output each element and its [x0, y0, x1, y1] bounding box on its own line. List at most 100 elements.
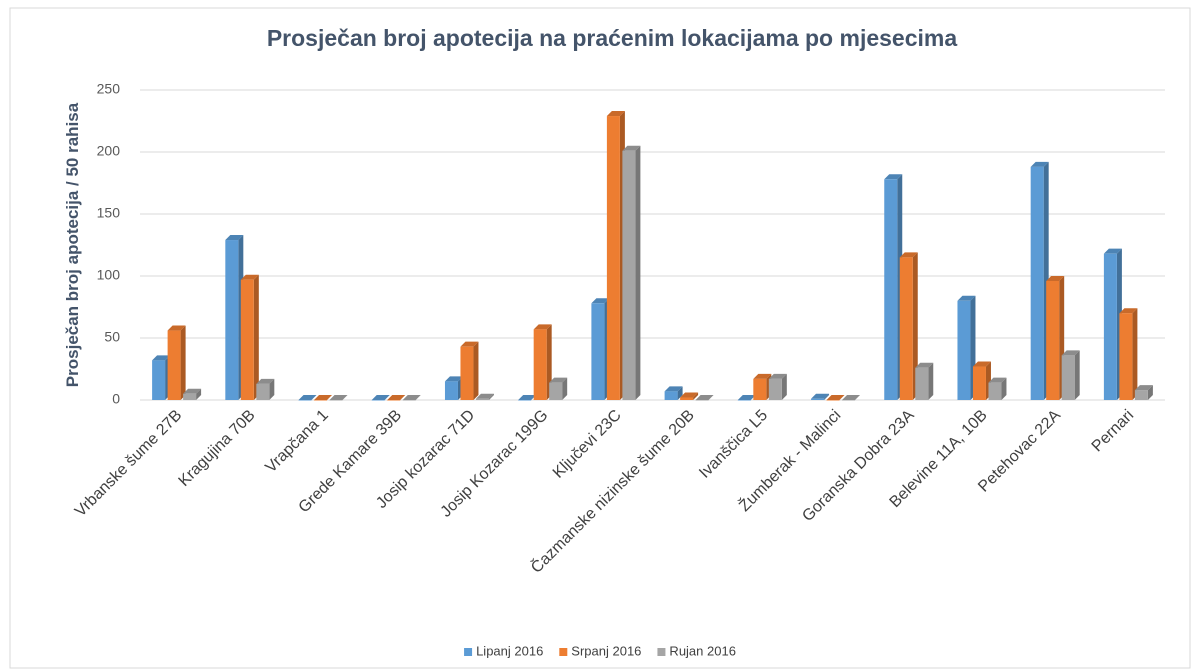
bar [899, 252, 918, 400]
bar-top [533, 324, 552, 330]
bar-front [680, 397, 694, 400]
bar-side [693, 392, 699, 400]
bar-side [824, 393, 830, 400]
bar-front [402, 400, 416, 401]
y-tick-label: 50 [104, 329, 120, 345]
bar-top [329, 395, 348, 400]
bar-top [444, 376, 463, 382]
bar [183, 388, 202, 400]
bar-side [781, 373, 787, 400]
bar-front [988, 382, 1002, 400]
bar [591, 298, 610, 400]
bar-front [460, 346, 474, 400]
bar-front [899, 257, 913, 400]
bar [387, 395, 406, 401]
bar [1103, 248, 1122, 400]
bar-front [842, 400, 856, 401]
bar-front [591, 303, 605, 400]
bar-side [269, 378, 275, 400]
bar [664, 386, 683, 400]
bar-side [196, 388, 202, 400]
bar-front [884, 179, 898, 400]
bar [371, 395, 390, 401]
y-tick-label: 100 [97, 267, 121, 283]
bar [695, 395, 714, 401]
bar-top [225, 235, 244, 241]
bar-front [152, 360, 166, 400]
bar-top [842, 395, 861, 400]
legend-swatch [657, 648, 666, 656]
bar-side [1132, 308, 1138, 400]
bar-side [473, 341, 479, 400]
bar-front [606, 116, 620, 400]
bar [549, 377, 568, 400]
bar [475, 393, 494, 400]
bar-top [591, 298, 610, 304]
bar-side [1074, 350, 1080, 400]
bar-top [314, 395, 333, 400]
bar [1061, 350, 1080, 400]
bar-top [1134, 385, 1153, 391]
bar [1046, 275, 1065, 400]
bar [518, 395, 537, 401]
legend: Lipanj 2016 Srpanj 2016 Rujan 2016 [464, 643, 736, 658]
y-tick-label: 250 [97, 81, 121, 97]
bar-top [664, 386, 683, 392]
bar-front [329, 400, 343, 401]
bar [1119, 308, 1138, 400]
bar-side [562, 377, 568, 400]
bar-front [768, 378, 782, 400]
bar-top [1061, 350, 1080, 356]
bar [152, 355, 171, 400]
bar [768, 373, 787, 400]
legend-label: Rujan 2016 [669, 643, 736, 658]
bar-top [152, 355, 171, 361]
bar-front [957, 300, 971, 400]
bar-front [1103, 253, 1117, 400]
bar-top [737, 395, 756, 400]
bar [329, 395, 348, 401]
bar-front [475, 398, 489, 400]
bar-top [240, 274, 259, 280]
bar-top [371, 395, 390, 400]
bar-front [387, 400, 401, 401]
bar-top [899, 252, 918, 258]
bar [606, 111, 625, 400]
bar-front [915, 367, 929, 400]
bar-top [549, 377, 568, 383]
bar-side [677, 386, 683, 400]
bar-top [680, 392, 699, 398]
bar [842, 395, 861, 401]
bar-top [518, 395, 537, 400]
bar-top [1103, 248, 1122, 254]
bar-top [622, 145, 641, 151]
bar [915, 362, 934, 400]
bar-top [884, 174, 903, 180]
bar-top [695, 395, 714, 400]
bar-front [167, 330, 181, 400]
bar-side [912, 252, 918, 400]
bar-top [972, 361, 991, 367]
bar [737, 395, 756, 401]
bar-front [518, 400, 532, 401]
bar-front [1046, 280, 1060, 400]
bar-front [240, 279, 254, 400]
bar [1030, 161, 1049, 400]
bar [444, 376, 463, 400]
bar-front [972, 366, 986, 400]
bar-top [460, 341, 479, 347]
bar [622, 145, 641, 400]
bar-top [183, 388, 202, 394]
y-tick-label: 200 [97, 143, 121, 159]
bar-front [183, 393, 197, 400]
bar-front [549, 382, 563, 400]
bar [225, 235, 244, 400]
bar-top [475, 393, 494, 399]
bar-side [546, 324, 552, 400]
bar [826, 395, 845, 401]
bar [957, 295, 976, 400]
bar [460, 341, 479, 400]
bar-front [1061, 355, 1075, 400]
bar-front [753, 378, 767, 400]
